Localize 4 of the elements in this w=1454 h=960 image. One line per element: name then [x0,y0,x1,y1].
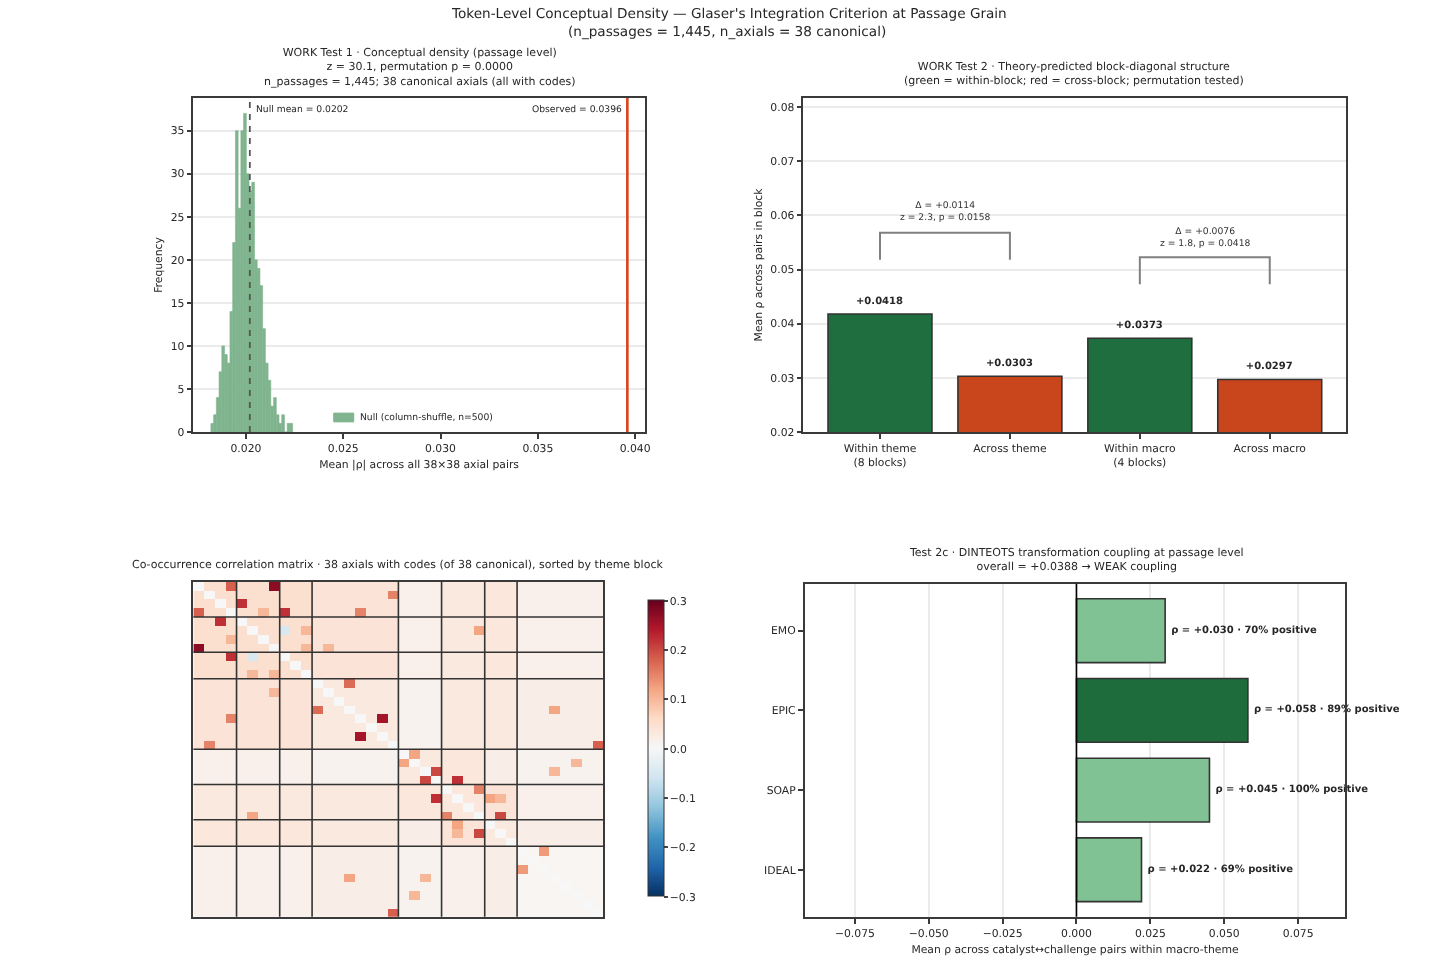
bar [1075,598,1166,664]
bar [1075,757,1211,823]
bar [1075,677,1249,744]
bar [1075,837,1143,903]
